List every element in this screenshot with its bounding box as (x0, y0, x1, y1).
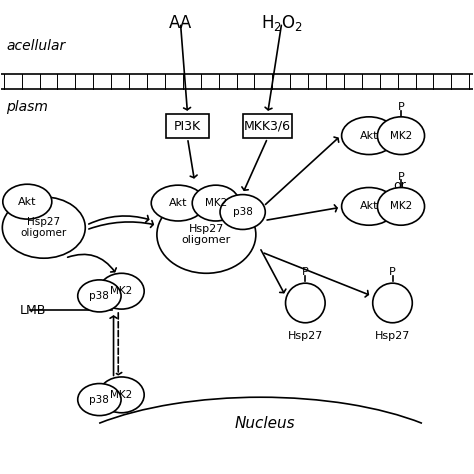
Ellipse shape (220, 195, 265, 229)
Text: P: P (398, 172, 404, 182)
Ellipse shape (157, 196, 256, 273)
Text: plasm: plasm (6, 100, 48, 114)
Ellipse shape (99, 273, 144, 309)
Ellipse shape (78, 280, 121, 312)
Text: H$_2$O$_2$: H$_2$O$_2$ (261, 13, 303, 33)
Text: P: P (389, 267, 396, 277)
Ellipse shape (373, 283, 412, 323)
Text: Akt: Akt (18, 197, 36, 207)
Text: Hsp27: Hsp27 (375, 331, 410, 341)
Text: MK2: MK2 (390, 131, 412, 141)
Text: or: or (393, 179, 406, 191)
Text: MKK3/6: MKK3/6 (244, 120, 291, 133)
Text: p38: p38 (90, 291, 109, 301)
Text: acellular: acellular (6, 39, 65, 53)
Bar (243, 115, 292, 138)
Text: Hsp27: Hsp27 (288, 331, 323, 341)
Text: Hsp27
oligomer: Hsp27 oligomer (182, 224, 231, 246)
Ellipse shape (377, 188, 425, 225)
Text: MK2: MK2 (205, 198, 227, 208)
Ellipse shape (2, 197, 85, 258)
Text: p38: p38 (233, 207, 253, 217)
Text: MK2: MK2 (110, 286, 133, 296)
Ellipse shape (151, 185, 205, 221)
Text: PI3K: PI3K (174, 120, 201, 133)
Ellipse shape (3, 184, 52, 219)
Text: AA: AA (169, 14, 192, 32)
Text: LMB: LMB (20, 303, 46, 317)
Ellipse shape (342, 117, 396, 155)
Bar (166, 115, 209, 138)
Ellipse shape (78, 383, 121, 416)
Text: Hsp27
oligomer: Hsp27 oligomer (21, 217, 67, 238)
Text: MK2: MK2 (390, 201, 412, 211)
Ellipse shape (377, 117, 425, 155)
Text: P: P (398, 102, 404, 112)
Text: Akt: Akt (169, 198, 187, 208)
Ellipse shape (342, 188, 396, 225)
Text: MK2: MK2 (110, 390, 133, 400)
Ellipse shape (192, 185, 239, 221)
Ellipse shape (99, 377, 144, 413)
Text: P: P (302, 267, 309, 277)
Text: Nucleus: Nucleus (235, 416, 296, 431)
Ellipse shape (285, 283, 325, 323)
Text: Akt: Akt (360, 201, 378, 211)
Text: Akt: Akt (360, 131, 378, 141)
Text: p38: p38 (90, 394, 109, 405)
